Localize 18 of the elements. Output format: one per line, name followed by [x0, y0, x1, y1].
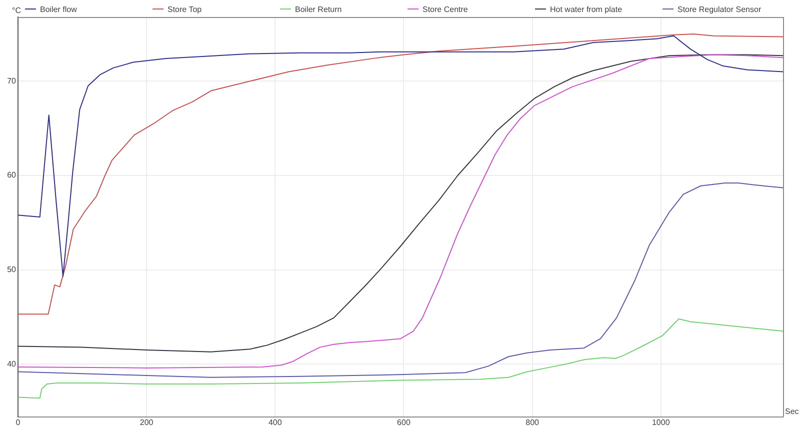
x-tick-label: 800	[526, 418, 540, 428]
legend-label: Boiler flow	[40, 5, 78, 14]
legend-label: Boiler Return	[295, 5, 342, 14]
legend-label: Store Top	[168, 5, 202, 14]
x-tick-label: 0	[16, 418, 21, 428]
legend-label: Hot water from plate	[550, 5, 623, 14]
x-tick-label: 200	[140, 418, 154, 428]
legend-label: Store Regulator Sensor	[678, 5, 762, 14]
y-tick-label: 60	[7, 170, 17, 180]
x-tick-label: 600	[397, 418, 411, 428]
y-tick-label: 40	[7, 359, 17, 368]
x-tick-label: 400	[268, 418, 282, 428]
y-tick-label: 70	[7, 76, 17, 86]
y-axis-title: °C	[12, 6, 22, 15]
x-axis-title: Sec	[785, 407, 799, 416]
legend-label: Store Centre	[422, 5, 468, 14]
y-tick-label: 50	[7, 265, 17, 274]
x-tick-label: 1000	[652, 418, 670, 428]
